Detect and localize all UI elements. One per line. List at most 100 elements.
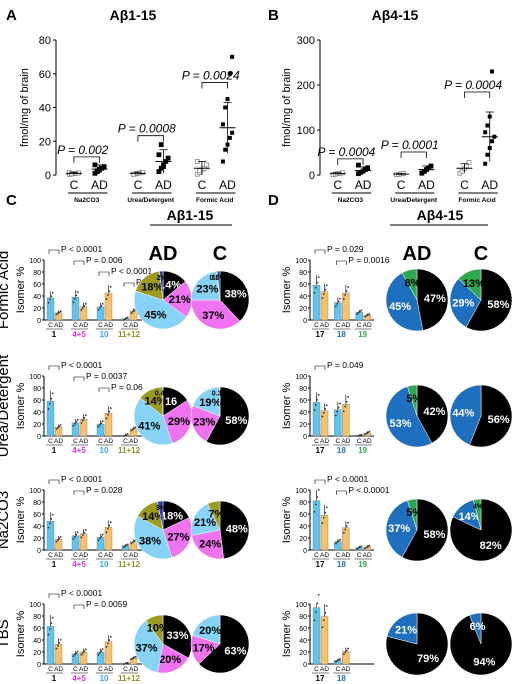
bar-point <box>347 521 349 524</box>
bar-x-label: C <box>335 552 340 559</box>
pie-slice <box>133 620 164 673</box>
isomer-group-label: 18 <box>337 330 346 339</box>
y-tick-label: 80 <box>33 270 41 277</box>
bar-point <box>337 406 340 409</box>
pie-AD: 18% 27% 38% 14%3% <box>133 500 193 560</box>
y-axis-label: Isomer % <box>281 611 293 658</box>
y-tick-label: 0 <box>303 434 307 441</box>
x-category-label: C <box>70 178 79 192</box>
bar-point <box>55 313 58 316</box>
bar-x-label: AD <box>79 322 88 329</box>
significance-bracket <box>48 365 60 370</box>
pie-slice <box>407 498 418 531</box>
bar-point <box>133 309 136 312</box>
pie-slice <box>472 498 482 531</box>
y-tick-label: 60 <box>299 512 307 519</box>
bar-point <box>80 308 83 311</box>
bar-point <box>76 650 79 653</box>
pie-slice-label: 10% <box>147 623 169 635</box>
pie-slice-label: 16% <box>212 275 227 282</box>
pie-slice-label: 0.4% <box>155 391 172 398</box>
p-value-label: P = 0.049 <box>327 360 364 370</box>
bar-point <box>367 313 369 316</box>
bar-C <box>312 607 321 665</box>
pie-slice <box>162 614 193 659</box>
isomer-group-label: 11+12 <box>118 560 141 569</box>
bar-point <box>109 521 112 523</box>
significance-bracket <box>48 249 60 254</box>
bar-point <box>74 298 76 300</box>
bar-point <box>84 302 87 305</box>
bar-point <box>315 610 317 613</box>
pie-C: 94% 6% <box>449 612 513 676</box>
pie-AD: 47% 45% 8% <box>385 268 449 332</box>
p-value-label: P = 0.029 <box>327 244 364 254</box>
bar-point <box>321 522 324 524</box>
bar-point <box>345 400 348 403</box>
pie-slice-label: 13% <box>463 278 485 290</box>
data-point <box>483 130 488 135</box>
isomer-group-label: 1 <box>52 330 57 339</box>
bar-point <box>357 435 360 437</box>
y-tick-label: 80 <box>299 270 307 277</box>
bar-point <box>74 535 76 538</box>
isomer-group-label: 10 <box>100 446 109 455</box>
bar-point <box>72 655 75 657</box>
bar-point <box>364 315 367 318</box>
bar-x-label: AD <box>320 322 329 329</box>
bar-point <box>125 434 128 436</box>
data-point <box>466 159 472 165</box>
bar-point <box>100 304 103 307</box>
bar-C <box>312 500 321 551</box>
y-tick-label: 20 <box>299 650 307 657</box>
pie-slice <box>162 517 193 558</box>
y-axis-label: fmol/mg of brain <box>19 68 31 147</box>
p-value-label: P < 0.0001 <box>61 244 102 254</box>
pie-slice-label: 38% <box>139 535 161 547</box>
pie-slice-label: 6% <box>470 621 486 633</box>
y-axis-label: Isomer % <box>281 497 293 544</box>
bar-AD <box>79 306 88 321</box>
y-tick-label: 80 <box>299 614 307 621</box>
data-point <box>230 54 235 59</box>
bar-point <box>317 594 320 596</box>
bar-x-label: AD <box>129 322 138 329</box>
bar-point <box>344 651 347 654</box>
y-tick-label: 60 <box>299 282 307 289</box>
bar-point <box>323 411 325 414</box>
bar-x-label: AD <box>104 552 113 559</box>
bar-x-label: C <box>123 438 128 445</box>
peptide-header-D: Aβ4-15 <box>417 207 464 223</box>
significance-bracket <box>137 135 164 142</box>
group-label: Na2CO3 <box>74 197 100 204</box>
bar-point <box>344 294 347 296</box>
y-tick-label: 40 <box>299 524 307 531</box>
bar-point <box>47 526 50 529</box>
pie-slice-label: 38% <box>225 288 247 300</box>
bar-point <box>323 516 325 519</box>
bar-point <box>315 404 317 406</box>
bar-point <box>76 418 79 421</box>
bar-point <box>356 548 359 550</box>
pie-column-header: C <box>213 243 227 265</box>
pie-AD: 33% 20%37% 10% <box>133 614 193 674</box>
bar-point <box>124 663 126 665</box>
significance-bracket <box>464 91 491 98</box>
chart-title: Aβ4-15 <box>372 7 419 23</box>
bar-point <box>107 528 109 530</box>
pie-slice <box>386 612 418 645</box>
pie-slice <box>162 400 193 444</box>
data-point <box>227 71 232 76</box>
y-tick-label: 0 <box>37 434 41 441</box>
row-label: Na2CO3 <box>0 491 12 549</box>
y-tick-label: 0 <box>37 318 41 325</box>
bar-point <box>360 545 363 548</box>
pie-slice-label: 63% <box>224 645 246 657</box>
pie-slice <box>190 405 221 442</box>
p-value-label: P = 0.028 <box>86 485 123 495</box>
bar-x-label: C <box>73 552 78 559</box>
bar-point <box>57 312 59 315</box>
scatter-panel-A: Aβ1-15 0 20 40 60 80 fmol/mg of brain C AD Na2CO3… <box>19 7 240 204</box>
bar-x-label: C <box>48 552 53 559</box>
